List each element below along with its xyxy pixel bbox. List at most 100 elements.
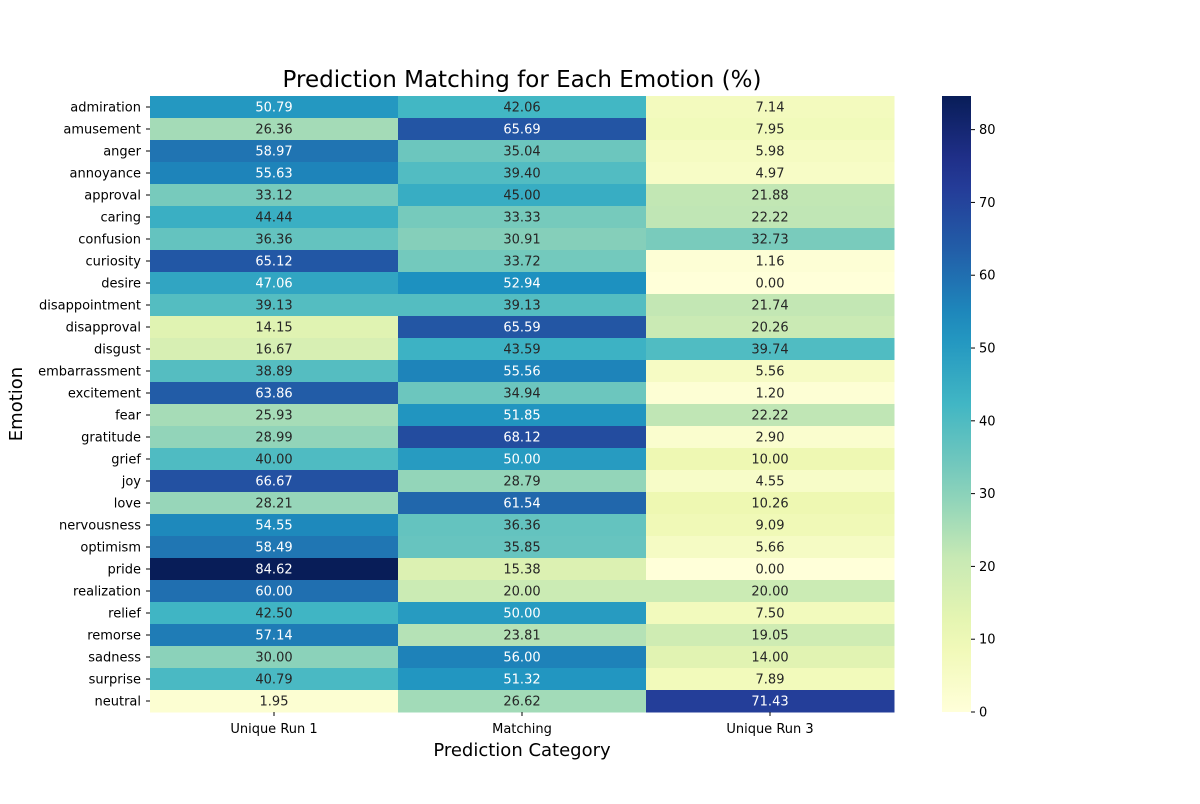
- heatmap-cell: [646, 140, 895, 163]
- cell-value-label: 5.56: [756, 365, 785, 380]
- cell-value-label: 16.67: [255, 343, 292, 358]
- y-tick-label: neutral: [95, 695, 142, 710]
- heatmap-cell: [398, 184, 647, 207]
- heatmap-cell: [150, 118, 399, 141]
- cell-value-label: 39.40: [503, 167, 540, 182]
- cell-value-label: 84.62: [255, 563, 292, 578]
- heatmap-cell: [150, 492, 399, 515]
- cell-value-label: 5.66: [756, 541, 785, 556]
- heatmap-cell: [398, 426, 647, 449]
- heatmap-cell: [398, 624, 647, 647]
- heatmap-cell: [646, 514, 895, 537]
- colorbar-tick-label: 40: [979, 414, 996, 429]
- heatmap-cell: [150, 162, 399, 185]
- cell-value-label: 1.20: [756, 387, 785, 402]
- cell-value-label: 30.00: [255, 651, 292, 666]
- cell-value-label: 51.32: [503, 673, 540, 688]
- cell-value-label: 51.85: [503, 409, 540, 424]
- heatmap-cell: [398, 404, 647, 427]
- heatmap-cell: [398, 536, 647, 559]
- cell-value-label: 9.09: [756, 519, 785, 534]
- heatmap-cell: [646, 492, 895, 515]
- colorbar-tick-label: 50: [979, 342, 996, 357]
- y-tick-label: desire: [101, 277, 141, 292]
- heatmap-cell: [398, 228, 647, 251]
- y-tick-label: pride: [108, 563, 141, 578]
- cell-value-label: 55.63: [255, 167, 292, 182]
- y-tick-label: joy: [121, 475, 142, 490]
- y-tick-label: caring: [100, 211, 141, 226]
- heatmap-cell: [150, 272, 399, 295]
- colorbar-tick-label: 20: [979, 560, 996, 575]
- cell-value-label: 65.12: [255, 255, 292, 270]
- heatmap-cell: [646, 426, 895, 449]
- y-tick-label: disapproval: [66, 321, 141, 336]
- heatmap-cell: [646, 360, 895, 383]
- cell-value-label: 28.99: [255, 431, 292, 446]
- colorbar-tick-label: 0: [979, 706, 987, 721]
- y-tick-label: disappointment: [39, 299, 141, 314]
- cell-value-label: 39.13: [503, 299, 540, 314]
- chart-title: Prediction Matching for Each Emotion (%): [283, 67, 762, 93]
- y-tick-label: relief: [108, 607, 141, 622]
- heatmap-cell: [646, 272, 895, 295]
- heatmap-cell: [646, 294, 895, 317]
- heatmap-cell: [398, 448, 647, 471]
- x-tick-label: Unique Run 1: [230, 722, 317, 737]
- x-tick-label: Unique Run 3: [726, 722, 813, 737]
- heatmap-cell: [150, 228, 399, 251]
- cell-value-label: 1.95: [260, 695, 289, 710]
- x-tick-label: Matching: [492, 722, 552, 737]
- cell-value-label: 39.74: [751, 343, 788, 358]
- heatmap-cell: [150, 360, 399, 383]
- cell-value-label: 34.94: [503, 387, 540, 402]
- cell-value-label: 52.94: [503, 277, 540, 292]
- heatmap-cell: [646, 206, 895, 229]
- cell-value-label: 36.36: [503, 519, 540, 534]
- cell-value-label: 44.44: [255, 211, 292, 226]
- heatmap-cell: [398, 514, 647, 537]
- heatmap-cell: [150, 558, 399, 581]
- cell-value-label: 7.95: [756, 123, 785, 138]
- cell-value-label: 25.93: [255, 409, 292, 424]
- heatmap-cell: [646, 690, 895, 713]
- heatmap-cell: [150, 294, 399, 317]
- heatmap-cell: [150, 96, 399, 119]
- heatmap-cell: [398, 360, 647, 383]
- y-tick-label: excitement: [68, 387, 141, 402]
- heatmap-cell: [646, 162, 895, 185]
- heatmap-cell: [150, 206, 399, 229]
- cell-value-label: 40.79: [255, 673, 292, 688]
- cell-value-label: 35.04: [503, 145, 540, 160]
- cell-value-label: 43.59: [503, 343, 540, 358]
- cell-value-label: 66.67: [255, 475, 292, 490]
- heatmap-cell: [150, 382, 399, 405]
- heatmap-cell: [398, 470, 647, 493]
- cell-value-label: 50.00: [503, 453, 540, 468]
- heatmap-cell: [646, 250, 895, 273]
- cell-value-label: 50.00: [503, 607, 540, 622]
- cell-value-label: 22.22: [751, 409, 788, 424]
- y-tick-label: nervousness: [59, 519, 141, 534]
- cell-value-label: 7.89: [756, 673, 785, 688]
- cell-value-label: 65.59: [503, 321, 540, 336]
- heatmap-cell: [150, 338, 399, 361]
- cell-value-label: 57.14: [255, 629, 292, 644]
- heatmap-cell: [398, 140, 647, 163]
- cell-value-label: 10.26: [751, 497, 788, 512]
- heatmap-cell: [150, 470, 399, 493]
- heatmap-cell: [398, 492, 647, 515]
- colorbar-tick-label: 70: [979, 196, 996, 211]
- heatmap-cell: [646, 470, 895, 493]
- cell-value-label: 28.21: [255, 497, 292, 512]
- cell-value-label: 35.85: [503, 541, 540, 556]
- heatmap-cell: [398, 668, 647, 691]
- cell-value-label: 39.13: [255, 299, 292, 314]
- cell-value-label: 5.98: [756, 145, 785, 160]
- y-tick-label: love: [114, 497, 141, 512]
- y-tick-label: disgust: [94, 343, 141, 358]
- cell-value-label: 71.43: [751, 695, 788, 710]
- cell-value-label: 42.50: [255, 607, 292, 622]
